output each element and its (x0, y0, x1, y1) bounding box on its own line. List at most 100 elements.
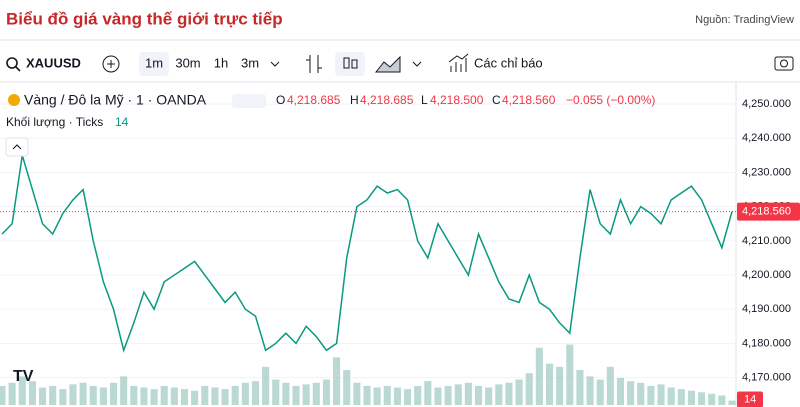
volume-bar (251, 381, 260, 405)
volume-bar (272, 379, 280, 405)
volume-bar (586, 376, 594, 405)
volume-bar (414, 385, 422, 405)
volume-bar (18, 376, 26, 405)
y-tick-label: 4,250.000 (742, 98, 791, 110)
volume-bar (596, 379, 604, 405)
volume-bar (637, 382, 645, 405)
last-price-label: 4,218.560 (742, 206, 791, 218)
dropdown[interactable] (270, 61, 280, 67)
volume-bar (464, 382, 472, 405)
indicators-icon[interactable] (448, 53, 469, 72)
candle-icon (351, 59, 358, 69)
volume-bar (221, 389, 229, 405)
last-price-box (737, 202, 800, 221)
volume-bar (140, 387, 148, 405)
symbol[interactable]: XAUUSD (26, 55, 81, 70)
candle-icon[interactable] (343, 57, 350, 69)
plot (0, 103, 736, 405)
ohlc-label: H (350, 93, 359, 107)
volume-bar (0, 385, 6, 405)
volume-bar (474, 385, 483, 405)
volume-bar (39, 387, 47, 405)
gold-icon (8, 94, 20, 106)
ohlc-label: L (421, 93, 428, 107)
volume-bar (718, 395, 726, 405)
volume-bar (393, 387, 401, 405)
indicators[interactable]: Các chỉ báo (474, 55, 543, 70)
interval[interactable]: 1m (145, 55, 163, 70)
volume-bar (728, 400, 736, 405)
volume-value: 14 (115, 115, 129, 129)
volume-bar (69, 384, 77, 405)
y-tick-label: 4,200.000 (742, 269, 791, 281)
dropdown[interactable] (412, 61, 422, 67)
ohlc-value: 4,218.685 (287, 93, 341, 107)
volume-bar (231, 385, 239, 405)
volume-bar (495, 384, 503, 405)
source: Nguồn: TradingView (695, 14, 794, 26)
add-symbol[interactable] (102, 55, 120, 73)
volume-bar (576, 370, 584, 405)
volume-bar (485, 387, 493, 405)
volume-bar (180, 389, 189, 405)
interval[interactable]: 3m (241, 55, 259, 70)
volume-bar (627, 381, 635, 405)
page-title: Biểu đồ giá vàng thế giới trực tiếp (6, 9, 283, 28)
volume-bar (99, 387, 107, 405)
volume-bar (302, 384, 310, 405)
collapse-button[interactable] (5, 137, 29, 157)
volume-bar (241, 382, 249, 405)
volume-bar (606, 366, 614, 405)
bars-icon[interactable] (306, 55, 322, 73)
add-icon (107, 60, 115, 68)
volume-bar (535, 347, 543, 405)
y-tick-label: 4,180.000 (742, 337, 791, 349)
volume-bar (616, 377, 625, 405)
search-icon[interactable] (6, 57, 18, 69)
ohlc-label: C (492, 93, 501, 107)
tv-logo: TV (13, 368, 34, 385)
y-tick-label: 4,240.000 (742, 132, 791, 144)
volume-bar (312, 382, 320, 405)
volume-bar (170, 387, 178, 405)
volume-bar (383, 385, 391, 405)
volume-bar (444, 385, 452, 405)
last-volume-box (737, 391, 763, 407)
volume-bar (333, 357, 341, 405)
volume-bar (667, 387, 675, 405)
volume-bar (434, 387, 442, 405)
volume-title: Khối lượng · Ticks (6, 115, 103, 129)
volume-bar (49, 385, 57, 405)
change: −0.055 (−0.00%) (566, 93, 655, 107)
ohlc-value: 4,218.685 (360, 93, 414, 107)
volume-bar (109, 382, 118, 405)
volume-bar (8, 382, 16, 405)
interval[interactable]: 1h (214, 55, 228, 70)
volume-bar (566, 344, 574, 405)
volume-bar (424, 381, 432, 405)
volume-bar (556, 366, 564, 405)
volume-bar (160, 385, 168, 405)
y-tick-label: 4,190.000 (742, 303, 791, 315)
volume-bar (262, 366, 270, 405)
volume-bar (150, 389, 158, 405)
status-badge[interactable] (232, 94, 266, 108)
volume-bar (120, 376, 128, 405)
camera-icon[interactable] (774, 56, 794, 71)
volume-bar (343, 370, 351, 405)
camera-lens (780, 59, 788, 68)
area-icon[interactable] (374, 55, 401, 73)
y-tick-label: 4,210.000 (742, 235, 791, 247)
volume-bar (292, 385, 300, 405)
volume-bar (89, 385, 97, 405)
y-tick-label: 4,170.000 (742, 372, 791, 384)
volume-bar (677, 389, 685, 405)
interval[interactable]: 30m (175, 55, 200, 70)
volume-bar (130, 385, 138, 405)
volume-bar (404, 389, 412, 405)
volume-bar (708, 393, 716, 405)
volume-bar (657, 384, 665, 405)
volume-bar (282, 382, 290, 405)
interval-active (139, 52, 169, 76)
